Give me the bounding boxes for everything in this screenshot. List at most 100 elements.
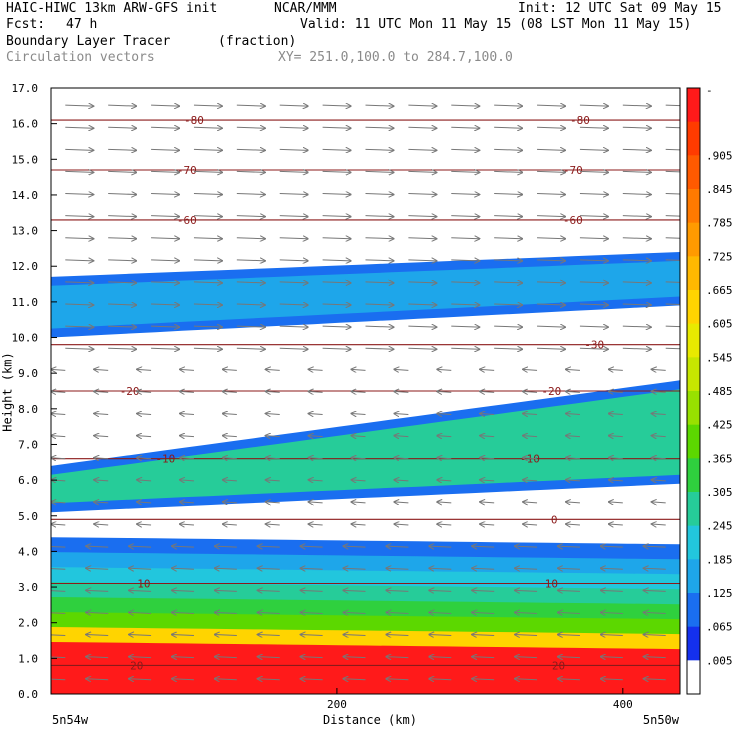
vector-arrow xyxy=(579,194,608,195)
vector-arrow xyxy=(309,502,323,503)
tracer-region xyxy=(51,260,680,329)
vector-arrow xyxy=(451,238,479,239)
vector-arrow xyxy=(137,524,152,525)
vector-arrow xyxy=(537,282,565,283)
vector-arrow xyxy=(51,458,66,459)
vector-arrow xyxy=(65,194,93,195)
vector-arrow xyxy=(193,348,222,349)
vector-arrow xyxy=(108,171,136,172)
vector-arrow xyxy=(180,480,194,481)
vector-arrow xyxy=(437,524,452,525)
vector-arrow xyxy=(108,105,136,106)
vector-arrow xyxy=(652,414,666,415)
vector-arrow xyxy=(352,369,366,370)
vector-arrow xyxy=(437,414,452,415)
vector-arrow xyxy=(352,458,366,459)
vector-arrow xyxy=(365,238,394,239)
vector-arrow xyxy=(394,480,409,481)
vector-arrow xyxy=(494,216,522,217)
vector-arrow xyxy=(151,348,179,349)
vector-arrow xyxy=(451,282,479,283)
vector-arrow xyxy=(365,149,394,150)
vector-arrow xyxy=(609,391,623,392)
vector-arrow xyxy=(322,194,351,195)
vector-arrow xyxy=(215,612,237,613)
vector-arrow xyxy=(579,105,608,106)
vector-arrow xyxy=(386,590,409,591)
vector-arrow xyxy=(622,326,651,327)
valid-time: Valid: 11 UTC Mon 11 May 15 (08 LST Mon … xyxy=(300,17,692,32)
vector-arrow xyxy=(622,149,651,150)
vector-arrow xyxy=(258,679,280,680)
colorbar-label: .905 xyxy=(706,149,733,162)
y-tick-label: 6.0 xyxy=(18,474,38,487)
vector-arrow xyxy=(386,635,409,636)
vector-arrow xyxy=(215,590,237,591)
vector-arrow xyxy=(537,127,565,128)
vector-arrow xyxy=(279,260,308,261)
vector-arrow xyxy=(429,657,452,658)
vector-arrow xyxy=(365,282,394,283)
vector-arrow xyxy=(279,326,308,327)
vector-arrow xyxy=(609,436,623,437)
vector-arrow xyxy=(258,612,280,613)
vector-arrow xyxy=(151,149,179,150)
vector-arrow xyxy=(65,260,93,261)
vector-arrow xyxy=(151,171,179,172)
overlay-label: Circulation vectors xyxy=(6,50,155,65)
colorbar-label: .785 xyxy=(706,217,733,230)
vector-arrow xyxy=(579,127,608,128)
vector-arrow xyxy=(579,171,608,172)
colorbar-swatch xyxy=(687,290,700,325)
x-right-endpoint: 5n50w xyxy=(643,713,680,727)
field-units: (fraction) xyxy=(218,34,297,49)
vector-arrow xyxy=(301,635,323,636)
vector-arrow xyxy=(129,568,152,569)
vector-arrow xyxy=(386,612,409,613)
vector-arrow xyxy=(236,348,265,349)
x-axis-label: Distance (km) xyxy=(323,713,417,727)
vector-arrow xyxy=(151,216,179,217)
vector-arrow xyxy=(644,635,666,636)
vector-arrow xyxy=(215,568,237,569)
vector-arrow xyxy=(266,391,280,392)
vector-arrow xyxy=(108,149,136,150)
vector-arrow xyxy=(266,524,280,525)
vector-arrow xyxy=(579,348,608,349)
vector-arrow xyxy=(236,127,265,128)
vector-arrow xyxy=(344,568,366,569)
vector-arrow xyxy=(86,635,109,636)
tracer-region xyxy=(51,389,680,504)
vector-arrow xyxy=(515,657,538,658)
colorbar-swatch xyxy=(687,559,700,594)
vector-arrow xyxy=(279,105,308,106)
vector-arrow xyxy=(408,238,436,239)
vector-arrow xyxy=(437,480,452,481)
cross-section-range: XY= 251.0,100.0 to 284.7,100.0 xyxy=(278,50,513,65)
vector-arrow xyxy=(386,657,409,658)
vector-arrow xyxy=(86,546,109,547)
vector-arrow xyxy=(558,612,580,613)
vector-arrow xyxy=(151,326,179,327)
vector-arrow xyxy=(51,391,66,392)
vector-arrow xyxy=(609,369,623,370)
colorbar-swatch xyxy=(687,189,700,224)
vector-arrow xyxy=(94,391,109,392)
vector-arrow xyxy=(622,282,651,283)
tracer-fill xyxy=(51,252,680,694)
y-tick-label: 2.0 xyxy=(18,617,38,630)
vector-arrow xyxy=(266,414,280,415)
temperature-contour-label: -30 xyxy=(584,339,604,352)
vector-arrow xyxy=(65,304,93,305)
vector-arrow xyxy=(515,546,538,547)
temperature-contour-label: 20 xyxy=(130,659,143,672)
vector-arrow xyxy=(386,546,409,547)
vector-arrow xyxy=(51,502,66,503)
vector-arrow xyxy=(322,282,351,283)
vector-arrow xyxy=(51,678,66,681)
vector-arrow xyxy=(279,238,308,239)
vector-arrow xyxy=(279,149,308,150)
vector-arrow xyxy=(480,524,495,525)
vector-arrow xyxy=(223,414,237,415)
